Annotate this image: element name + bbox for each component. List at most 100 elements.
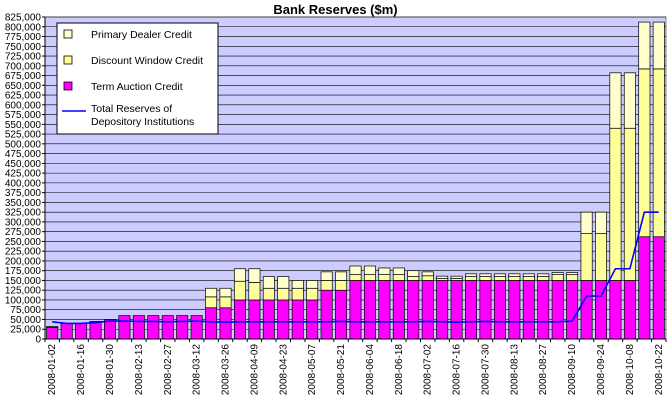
bar-segment [407, 280, 420, 340]
bar-segment [508, 280, 521, 340]
y-tick-label: 250,000 [5, 237, 42, 248]
x-tick-label: 2008-04-09 [249, 344, 260, 396]
chart-title: Bank Reserves ($m) [273, 2, 398, 17]
bar-segment [436, 280, 449, 340]
x-tick-label: 2008-08-27 [538, 344, 549, 396]
x-tick-label: 2008-08-13 [509, 344, 520, 396]
y-tick-label: 550,000 [5, 120, 42, 131]
bar-segment [638, 236, 651, 340]
bar-segment [363, 274, 376, 281]
y-tick-label: 650,000 [5, 81, 42, 92]
y-tick-label: 800,000 [5, 22, 42, 33]
bar-segment [522, 280, 535, 340]
bar-segment [363, 265, 376, 275]
bar-segment [392, 267, 405, 275]
bar-segment [335, 289, 348, 340]
legend: Primary Dealer Credit Discount Window Cr… [56, 22, 219, 135]
legend-swatch-term-auction [63, 81, 73, 91]
line-group [52, 211, 659, 325]
bar-segment [623, 280, 636, 340]
bar-segment [378, 267, 391, 275]
bar-segment [623, 127, 636, 281]
x-tick-label: 2008-07-02 [423, 344, 434, 396]
y-tick-label: 100,000 [5, 295, 42, 306]
legend-swatch-discount-window [63, 55, 73, 65]
bar-segment [465, 273, 478, 277]
bar-segment [104, 319, 116, 340]
y-tick-label: 50,000 [10, 315, 41, 326]
x-tick-label: 2008-05-21 [336, 344, 347, 396]
bar-segment [537, 280, 550, 340]
bar-segment [291, 287, 304, 301]
bar-segment [349, 265, 362, 275]
legend-label-term-auction: Term Auction Credit [91, 81, 183, 93]
bar-segment [219, 296, 232, 309]
bar-segment [479, 276, 492, 281]
y-tick-label: 475,000 [5, 149, 42, 160]
bar-segment [551, 274, 564, 281]
bar-segment [652, 236, 665, 340]
x-tick-label: 2008-02-27 [163, 344, 174, 396]
bar-segment [522, 276, 535, 281]
bar-segment [392, 280, 405, 340]
y-axis: 025,00050,00075,000100,000125,000150,000… [5, 13, 46, 346]
bar-segment [595, 233, 607, 281]
legend-box [56, 22, 219, 135]
x-tick-label: 2008-01-16 [76, 344, 87, 396]
bar-segment [566, 274, 579, 281]
bar-segment [248, 282, 261, 301]
bar-segment [248, 299, 261, 340]
bar-segment [537, 273, 550, 277]
y-tick-label: 600,000 [5, 100, 42, 111]
bar-segment [320, 280, 333, 291]
y-tick-label: 775,000 [5, 32, 42, 43]
y-tick-label: 450,000 [5, 159, 42, 170]
bar-segment [320, 271, 333, 281]
bar-segment [291, 280, 304, 289]
y-tick-label: 750,000 [5, 42, 42, 53]
bar-segment [46, 326, 59, 340]
bar-segment [335, 280, 348, 291]
bar-segment [262, 299, 275, 340]
x-tick-label: 2008-09-10 [567, 344, 578, 396]
x-tick-label: 2008-10-22 [654, 344, 665, 396]
x-axis: 2008-01-02 2008-01-16 2008-01-30 2008-02-13… [44, 338, 667, 396]
y-tick-label: 200,000 [5, 256, 42, 267]
legend-label-discount-window: Discount Window Credit [91, 55, 203, 67]
y-tick-label: 125,000 [5, 286, 42, 297]
bar-segment [335, 271, 348, 281]
bar-segment [75, 323, 88, 340]
bar-group [46, 21, 665, 340]
bar-segment [652, 21, 665, 70]
y-tick-label: 725,000 [5, 52, 42, 63]
bar-segment [493, 273, 506, 277]
y-tick-label: 575,000 [5, 110, 42, 121]
bar-segment [450, 280, 463, 340]
bar-segment [378, 274, 391, 281]
bar-segment [306, 280, 319, 289]
y-tick-label: 500,000 [5, 139, 42, 150]
bar-segment [46, 326, 59, 328]
bar-segment [623, 72, 636, 129]
y-tick-label: 825,000 [5, 13, 42, 24]
line-series-total-reserves [52, 211, 659, 325]
bar-segment [465, 280, 478, 340]
bar-segment [450, 275, 463, 279]
bar-segment [190, 315, 203, 340]
bar-segment [551, 272, 564, 275]
bar-segment [262, 287, 275, 301]
x-tick-label: 2008-02-13 [134, 344, 145, 396]
bar-segment [421, 275, 434, 281]
bar-segment [609, 127, 622, 281]
bar-segment [349, 280, 362, 340]
x-tick-label: 2008-01-02 [47, 344, 58, 396]
bar-segment [248, 268, 261, 283]
bar-segment [277, 299, 290, 340]
y-tick-label: 0 [35, 335, 41, 346]
bar-segment [465, 276, 478, 281]
y-tick-label: 25,000 [10, 325, 41, 336]
y-tick-label: 375,000 [5, 188, 42, 199]
bar-segment [522, 273, 535, 277]
y-tick-label: 350,000 [5, 198, 42, 209]
x-tick-label: 2008-07-16 [452, 344, 463, 396]
